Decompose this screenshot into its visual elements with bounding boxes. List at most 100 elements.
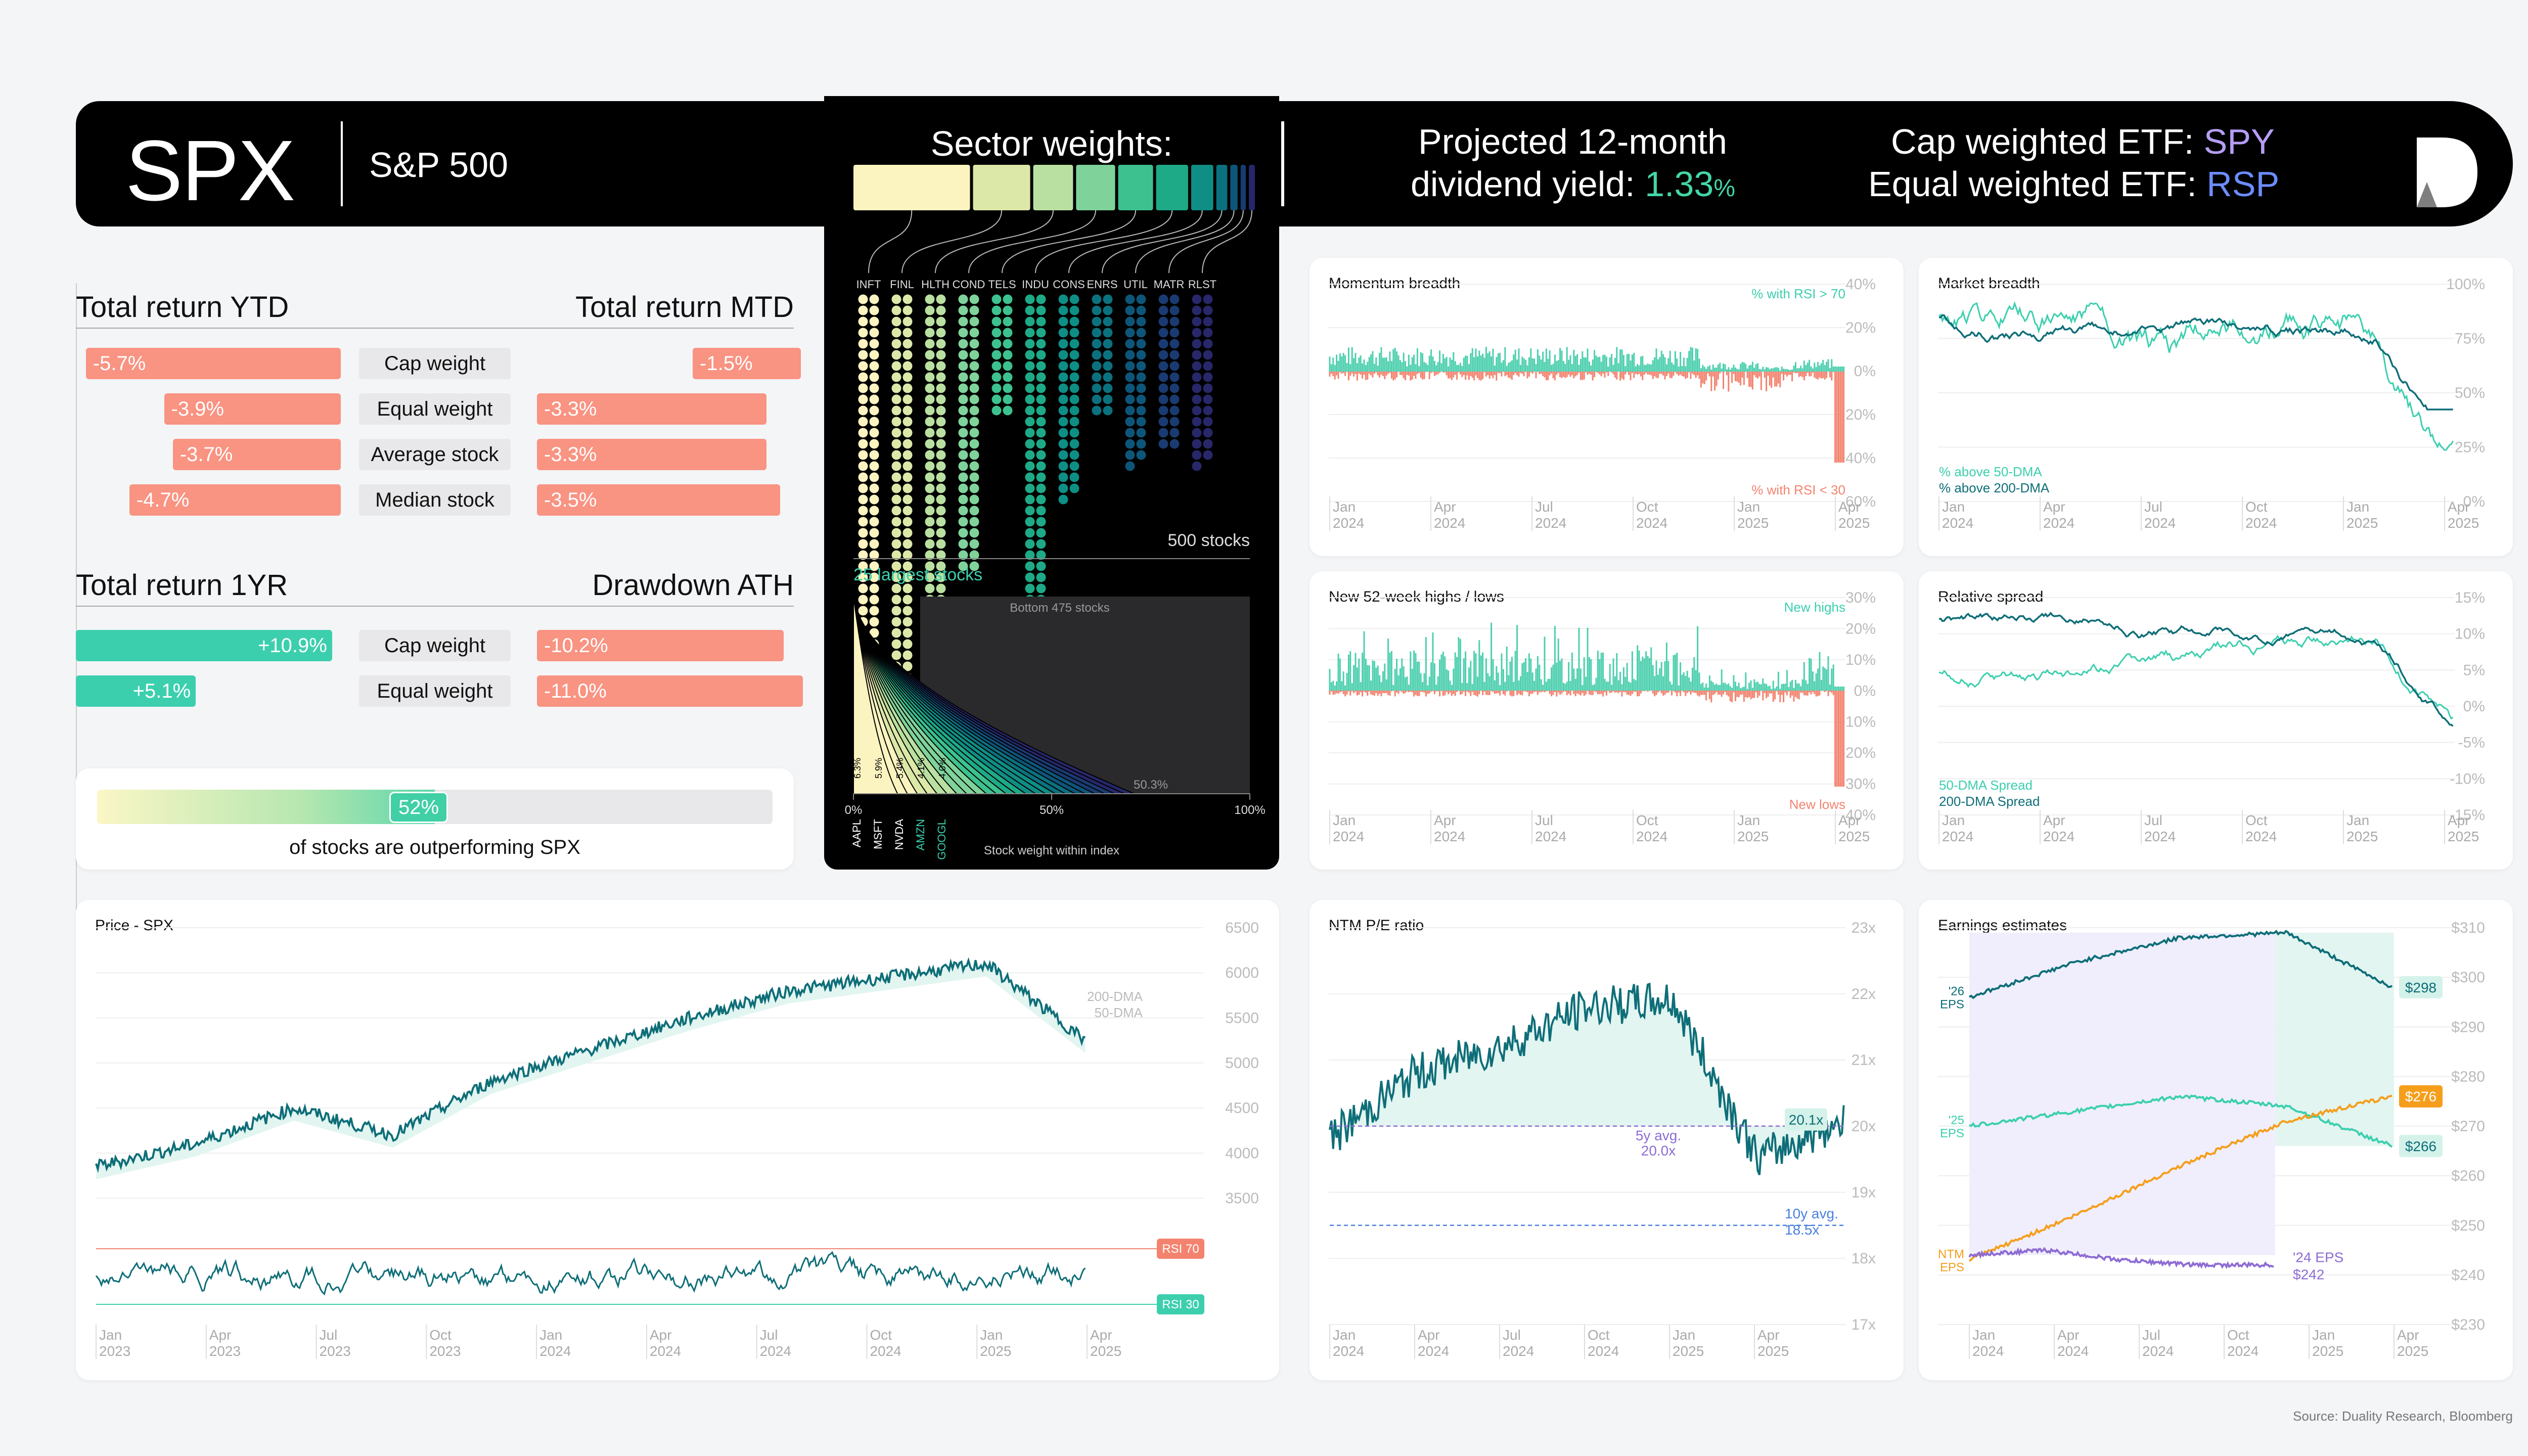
- rel-spread-title: Relative spread: [1938, 588, 2044, 605]
- stock-dot: [1025, 539, 1035, 549]
- stock-dot: [1025, 572, 1035, 582]
- stock-dot: [858, 517, 868, 527]
- stock-dot: [869, 628, 879, 638]
- stock-dot: [1103, 405, 1113, 416]
- stock-dot: [958, 550, 968, 560]
- stock-dot: [936, 428, 946, 438]
- stock-dot: [969, 372, 979, 382]
- stock-dot: [1058, 417, 1068, 427]
- stock-dot: [925, 417, 935, 427]
- stock-dot: [1136, 394, 1146, 404]
- stock-dot: [1036, 461, 1046, 471]
- stock-dot: [869, 506, 879, 516]
- stock-dot: [1125, 339, 1135, 349]
- stock-dot: [1003, 372, 1013, 382]
- stock-dot: [925, 483, 935, 493]
- x-tick-label: 2025: [2346, 829, 2378, 844]
- stock-dot: [902, 550, 913, 560]
- bottom-note: % with RSI < 30: [1751, 482, 1845, 497]
- series-200dma-spread: [1938, 611, 2454, 727]
- stock-dot: [869, 539, 879, 549]
- x-tick-label: 2025: [1757, 1343, 1789, 1359]
- y-tick-label: 4500: [1225, 1100, 1259, 1117]
- stock-dot: [936, 305, 946, 315]
- stock-dot: [936, 528, 946, 538]
- stock-dot: [1136, 372, 1146, 382]
- x-tick-label: Apr: [2448, 812, 2470, 828]
- stock-dot: [891, 583, 901, 594]
- stock-dot: [1036, 506, 1046, 516]
- stock-dot: [1025, 561, 1035, 571]
- stock-dot: [991, 350, 1002, 360]
- price-chart: 6500 6000 5500 5000 4500 4000 3500 200-DMA50-DM…: [95, 920, 1259, 1359]
- stock-dot: [1058, 294, 1068, 304]
- bottom-label: Bottom 475 stocks: [1010, 601, 1109, 615]
- stock-dot: [925, 428, 935, 438]
- stock-dot: [936, 417, 946, 427]
- stock-dot: [858, 483, 868, 493]
- stock-dot: [1058, 483, 1068, 493]
- stock-dot: [891, 394, 901, 404]
- stock-dot: [1058, 472, 1068, 482]
- stock-dot: [1092, 361, 1102, 371]
- sector-weight-block: [973, 165, 1030, 210]
- stock-dot: [1069, 405, 1079, 416]
- oneyr-bar: +10.9%: [76, 630, 332, 661]
- mtd-bar: -3.3%: [537, 439, 766, 470]
- row-label: Equal weight: [359, 393, 511, 425]
- stock-dot: [858, 361, 868, 371]
- y-tick-label: 20x: [1852, 1118, 1876, 1135]
- stock-dot: [1036, 472, 1046, 482]
- stock-dot: [925, 572, 935, 582]
- x-tick-label: Jul: [1535, 812, 1553, 828]
- y-tick-label: 20%: [1845, 406, 1876, 423]
- stock-dot: [1069, 383, 1079, 393]
- stock-dot: [1058, 328, 1068, 338]
- row-label: Median stock: [359, 484, 511, 516]
- y-tick-label: $290: [2451, 1019, 2485, 1035]
- stock-dot: [858, 383, 868, 393]
- x-tick-label: 2025: [1090, 1343, 1121, 1359]
- stock-dot: [1036, 328, 1046, 338]
- y-tick-label: 100%: [2446, 276, 2485, 293]
- x-tick-label: Oct: [429, 1327, 452, 1343]
- stock-dot: [969, 539, 979, 549]
- stock-dot: [936, 328, 946, 338]
- stock-dot: [936, 316, 946, 327]
- stock-dot: [958, 506, 968, 516]
- stock-dot: [991, 372, 1002, 382]
- stock-dot: [1036, 439, 1046, 449]
- stock-dot: [936, 339, 946, 349]
- stock-dot: [936, 405, 946, 416]
- rsi-30-label: RSI 30: [1162, 1298, 1199, 1311]
- x-tick-label: 2025: [1838, 515, 1870, 531]
- rsi-70-badge: [1157, 1239, 1204, 1259]
- stock-dot: [858, 305, 868, 315]
- y-tick-label: 5500: [1225, 1010, 1259, 1026]
- brand-logo-icon: [2417, 138, 2477, 207]
- momentum-chart: 40% 20% 0% 20% 40% 60% % with RSI > 70 % with R…: [1329, 276, 1876, 531]
- stock-dot: [936, 294, 946, 304]
- stock-dot: [958, 539, 968, 549]
- stock-dot: [869, 472, 879, 482]
- sector-connector: [1168, 210, 1244, 274]
- stock-dot: [1092, 405, 1102, 416]
- stock-dot: [1036, 294, 1046, 304]
- stock-dot: [1025, 350, 1035, 360]
- eps24-value: $242: [2293, 1266, 2324, 1282]
- stock-dot: [958, 328, 968, 338]
- stock-dot: [936, 550, 946, 560]
- stock-dot: [1158, 405, 1168, 416]
- avg5-value: 20.0x: [1641, 1143, 1676, 1159]
- stock-dot: [902, 628, 913, 638]
- stock-dot: [891, 539, 901, 549]
- stock-dot: [869, 595, 879, 605]
- stock-dot: [1069, 305, 1079, 315]
- stock-dot: [969, 461, 979, 471]
- value-label: $266: [2405, 1139, 2436, 1154]
- stock-dot: [958, 428, 968, 438]
- stock-dot: [891, 372, 901, 382]
- price-title: Price - SPX: [95, 917, 174, 934]
- x-tick-label: 2024: [1333, 829, 1364, 844]
- stock-ticker: MSFT: [872, 819, 884, 849]
